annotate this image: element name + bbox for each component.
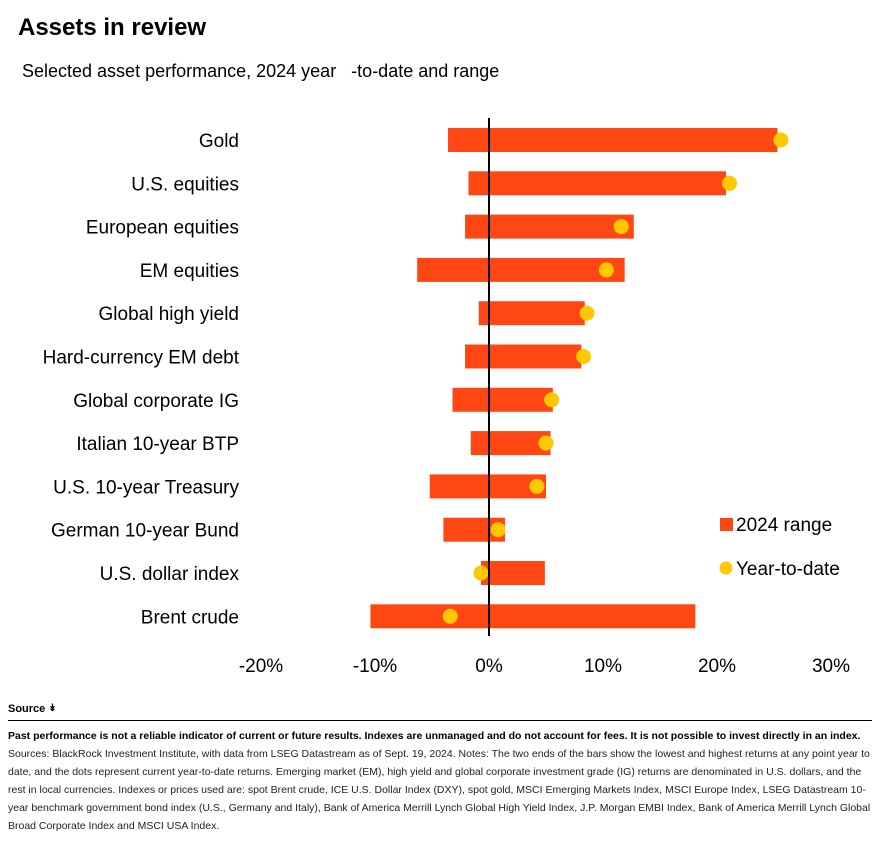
category-label: U.S. dollar index <box>100 564 240 585</box>
category-label: Italian 10-year BTP <box>76 434 239 455</box>
range-bar <box>417 257 625 282</box>
ytd-dot <box>442 608 458 624</box>
ytd-dot <box>529 478 545 494</box>
x-tick-label: 0% <box>475 656 503 677</box>
range-bar <box>481 561 545 585</box>
disclaimer-text: Past performance is not a reliable indic… <box>8 730 861 742</box>
category-label: Global corporate IG <box>73 391 239 412</box>
category-label: German 10-year Bund <box>51 521 239 542</box>
range-bar-chart: Gold U.S. equities European equities EM equ… <box>43 118 850 677</box>
legend-ytd-label: Year-to-date <box>736 559 840 580</box>
category-label: Gold <box>199 131 239 152</box>
source-label: Source <box>8 703 46 715</box>
ytd-dot <box>490 522 506 538</box>
range-bar <box>470 431 551 456</box>
category-label: Brent crude <box>141 607 239 628</box>
ytd-dot <box>576 349 592 364</box>
category-label: Global high yield <box>99 304 239 325</box>
source-notes: Past performance is not a reliable indic… <box>8 727 872 835</box>
x-tick-label: 20% <box>698 656 736 677</box>
x-tick-label: 10% <box>584 656 622 677</box>
range-bar <box>370 604 696 629</box>
chart-subtitle: Selected asset performance, 2024 year -t… <box>22 61 500 81</box>
x-tick-label: -20% <box>239 656 283 677</box>
range-bar <box>465 344 582 369</box>
x-tick-label: -10% <box>353 656 397 677</box>
range-bar <box>452 387 553 412</box>
ytd-dot <box>473 565 489 581</box>
ytd-dot <box>613 219 629 235</box>
legend-range-swatch <box>720 518 733 531</box>
range-bar <box>429 474 546 499</box>
range-bar <box>447 128 778 152</box>
category-label: U.S. 10-year Treasury <box>53 477 239 498</box>
range-bar <box>478 301 585 326</box>
source-section: Source ↡ Past performance is not a relia… <box>8 703 872 835</box>
chart-title: Assets in review <box>18 14 207 41</box>
ytd-dot <box>579 305 595 321</box>
category-label: U.S. equities <box>131 174 239 195</box>
ytd-dot <box>598 262 614 278</box>
category-label: European equities <box>86 218 239 239</box>
range-bar <box>468 171 727 196</box>
range-bar <box>465 214 634 239</box>
x-tick-label: 30% <box>812 656 850 677</box>
source-body-text: Sources: BlackRock Investment Institute,… <box>8 748 871 832</box>
category-label: EM equities <box>140 261 239 282</box>
source-toggle[interactable]: Source ↡ <box>8 703 872 721</box>
chevron-down-icon: ↡ <box>48 703 57 714</box>
ytd-dot <box>538 435 554 451</box>
legend-ytd-swatch <box>719 561 733 575</box>
ytd-dot <box>722 175 738 191</box>
legend-range-label: 2024 range <box>736 515 832 536</box>
ytd-dot <box>544 392 560 408</box>
ytd-dot <box>773 132 789 148</box>
category-label: Hard-currency EM debt <box>43 348 240 369</box>
